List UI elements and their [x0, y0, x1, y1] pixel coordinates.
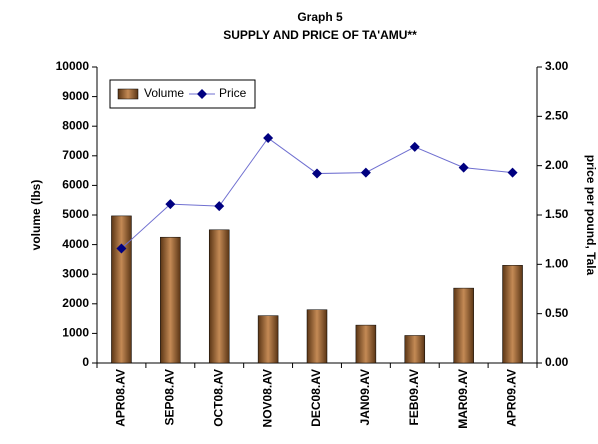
y-tick-label: 2000: [62, 296, 89, 310]
price-marker: [360, 167, 371, 178]
y2-tick-label: 1.00: [545, 257, 569, 271]
x-tick-label: DEC08.AV: [309, 369, 323, 427]
x-tick-label: SEP08.AV: [163, 369, 177, 425]
price-marker: [116, 243, 127, 254]
bar: [355, 324, 377, 364]
y-tick-label: 8000: [62, 118, 89, 132]
legend-marker: [197, 89, 207, 99]
chart-subtitle: SUPPLY AND PRICE OF TA'AMU**: [223, 28, 417, 42]
price-marker: [458, 162, 469, 173]
bar: [160, 236, 181, 364]
bar: [111, 215, 132, 364]
price-line: [121, 137, 513, 249]
x-tick-label: APR09.AV: [505, 369, 519, 427]
y-tick-label: 6000: [62, 178, 89, 192]
bar: [502, 265, 523, 364]
x-tick-label: JAN09.AV: [358, 369, 372, 425]
bar: [453, 287, 474, 364]
x-tick-label: MAR09.AV: [456, 369, 470, 429]
y-tick-label: 0: [82, 355, 89, 369]
price-marker: [312, 168, 322, 179]
y-tick-label: 1000: [62, 326, 89, 340]
price-marker: [214, 201, 225, 212]
price-marker: [165, 199, 176, 210]
price-marker: [409, 141, 420, 152]
price-marker: [507, 167, 518, 178]
y-tick-label: 9000: [62, 89, 89, 103]
y2-axis-label: price per pound, Tala: [584, 155, 598, 276]
chart-title: Graph 5: [297, 10, 343, 24]
price-marker: [263, 133, 274, 144]
bar: [404, 335, 426, 364]
y-tick-label: 3000: [62, 266, 89, 280]
y2-tick-label: 0.00: [545, 355, 569, 369]
x-tick-label: NOV08.AV: [260, 369, 274, 427]
legend-label: Price: [219, 86, 247, 100]
y2-tick-label: 1.50: [545, 207, 569, 221]
x-tick-label: APR08.AV: [114, 369, 128, 427]
x-tick-label: OCT08.AV: [211, 369, 225, 427]
legend-swatch: [117, 88, 139, 100]
x-tick-label: FEB09.AV: [407, 369, 421, 425]
y2-tick-label: 2.50: [545, 109, 569, 123]
y-tick-label: 7000: [62, 148, 89, 162]
bar: [306, 309, 328, 364]
y-tick-label: 5000: [62, 207, 89, 221]
y2-tick-label: 2.00: [545, 158, 569, 172]
y-tick-label: 10000: [56, 59, 90, 73]
bar: [257, 315, 279, 364]
y-axis-label: volume (lbs): [29, 180, 43, 251]
bar: [208, 229, 230, 364]
legend-label: Volume: [144, 86, 184, 100]
y2-tick-label: 3.00: [545, 59, 569, 73]
y2-tick-label: 0.50: [545, 306, 569, 320]
y-tick-label: 4000: [62, 237, 89, 251]
